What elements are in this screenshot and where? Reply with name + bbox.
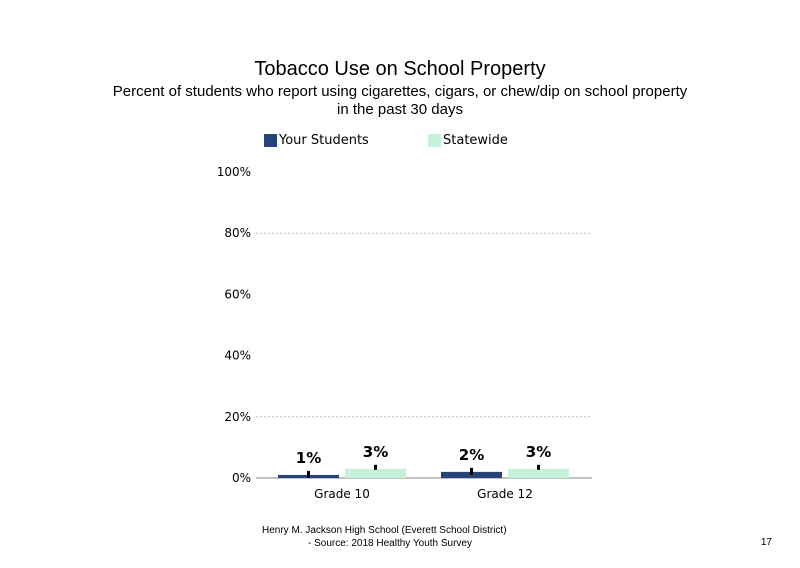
subtitle-line-2: in the past 30 days bbox=[337, 101, 463, 118]
subtitle-line-1: Percent of students who report using cig… bbox=[112, 83, 688, 100]
page-number: 17 bbox=[760, 537, 772, 548]
data-label: 2% bbox=[459, 446, 484, 464]
chart-subtitle: Percent of students who report using cig… bbox=[0, 83, 800, 119]
y-tick-label: 0% bbox=[232, 471, 251, 485]
error-bar bbox=[470, 467, 473, 475]
legend: Your Students Statewide bbox=[0, 133, 800, 153]
y-tick-label: 20% bbox=[224, 410, 251, 424]
legend-swatch-your-students bbox=[264, 134, 277, 147]
error-bar bbox=[307, 470, 310, 478]
bar bbox=[345, 468, 406, 478]
data-label: 3% bbox=[363, 443, 388, 461]
legend-swatch-statewide bbox=[428, 134, 441, 147]
error-bar bbox=[374, 464, 377, 470]
bar bbox=[508, 468, 569, 478]
footer-source: - Source: 2018 Healthy Youth Survey bbox=[308, 538, 472, 549]
y-tick-label: 60% bbox=[224, 287, 251, 301]
y-tick-label: 80% bbox=[224, 226, 251, 240]
legend-label-your-students: Your Students bbox=[279, 133, 369, 148]
footer: Henry M. Jackson High School (Everett Sc… bbox=[262, 524, 507, 550]
footer-school: Henry M. Jackson High School (Everett Sc… bbox=[262, 525, 507, 536]
x-tick-label: Grade 10 bbox=[314, 487, 370, 501]
error-bar bbox=[537, 464, 540, 470]
legend-label-statewide: Statewide bbox=[443, 133, 508, 148]
y-tick-label: 100% bbox=[217, 165, 251, 179]
chart-title: Tobacco Use on School Property bbox=[254, 58, 546, 80]
legend-item-statewide: Statewide bbox=[428, 133, 508, 148]
data-label: 1% bbox=[296, 449, 321, 467]
x-tick-label: Grade 12 bbox=[477, 487, 533, 501]
y-tick-label: 40% bbox=[224, 349, 251, 363]
bar bbox=[441, 471, 502, 478]
data-label: 3% bbox=[526, 443, 551, 461]
legend-item-your-students: Your Students bbox=[264, 133, 369, 148]
